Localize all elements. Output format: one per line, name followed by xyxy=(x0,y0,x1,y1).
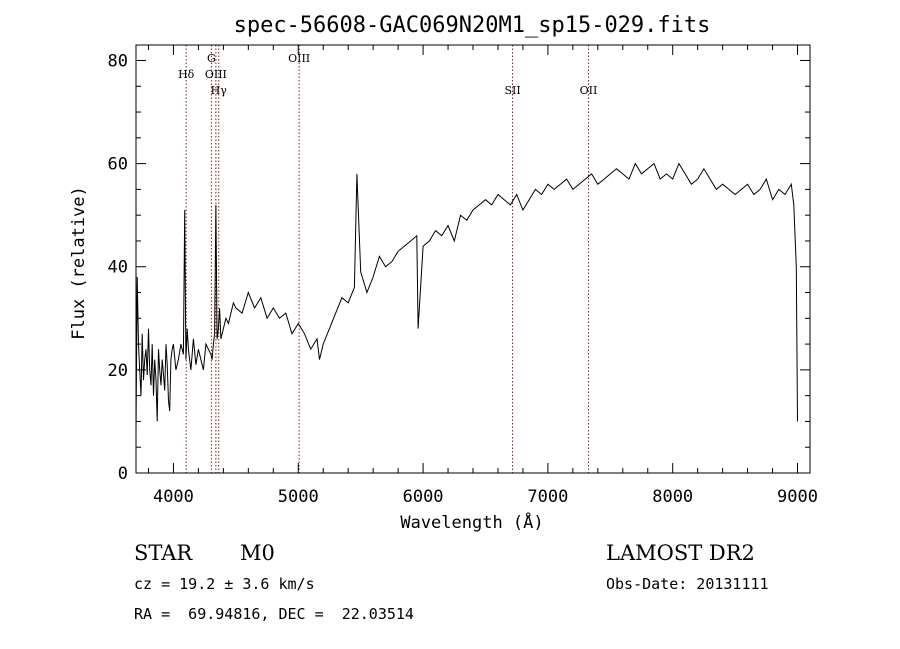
spectral-line-markers xyxy=(185,45,589,473)
chart-title: spec-56608-GAC069N20M1_sp15-029.fits xyxy=(234,13,711,38)
x-tick-label: 9000 xyxy=(777,487,818,507)
x-axis-label: Wavelength (Å) xyxy=(400,511,543,533)
x-tick-label: 4000 xyxy=(153,487,194,507)
spectral-line-labels: Hδ G OIII Hγ OIII SII OII xyxy=(178,52,597,97)
x-axis-ticks: 4000 5000 6000 7000 8000 9000 xyxy=(147,45,818,507)
x-tick-label: 6000 xyxy=(403,487,444,507)
spectral-line-label: Hγ xyxy=(211,84,228,97)
object-class: STAR xyxy=(134,541,193,565)
coordinates: RA = 69.94816, DEC = 22.03514 xyxy=(134,605,414,623)
x-tick-label: 5000 xyxy=(278,487,319,507)
spectral-line-label: OIII xyxy=(288,52,310,65)
obs-date: Obs-Date: 20131111 xyxy=(606,575,769,593)
x-tick-label: 8000 xyxy=(652,487,693,507)
y-tick-label: 40 xyxy=(108,258,128,278)
y-tick-label: 60 xyxy=(108,155,128,175)
x-tick-label: 7000 xyxy=(527,487,568,507)
redshift-text: cz = 19.2 ± 3.6 km/s xyxy=(134,575,315,593)
y-axis-ticks: 0 20 40 60 80 xyxy=(108,51,810,484)
spectrum-line xyxy=(135,162,798,432)
object-subclass: M0 xyxy=(240,541,275,565)
spectral-line-label: Hδ xyxy=(178,68,195,81)
spectral-line-label: OIII xyxy=(205,68,227,81)
y-axis-label: Flux (relative) xyxy=(69,186,89,340)
plot-frame xyxy=(135,44,811,474)
spectral-line-label: OII xyxy=(580,84,598,97)
survey-name: LAMOST DR2 xyxy=(606,541,755,565)
y-tick-label: 80 xyxy=(108,51,128,71)
y-tick-label: 0 xyxy=(118,464,128,484)
y-tick-label: 20 xyxy=(108,361,128,381)
spectral-line-label: G xyxy=(207,52,216,65)
spectral-line-label: SII xyxy=(504,84,520,97)
